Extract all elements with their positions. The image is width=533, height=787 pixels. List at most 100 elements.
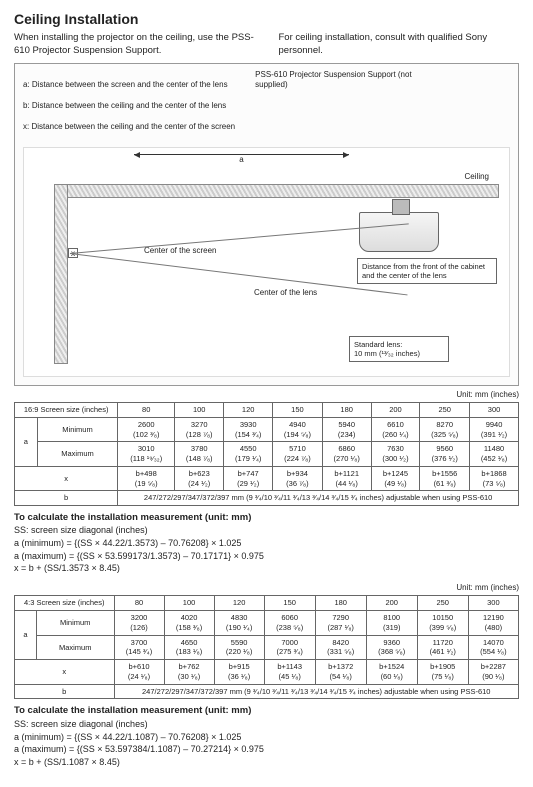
legend-x: x: Distance between the ceiling and the … [23, 122, 235, 132]
table-43: 4:3 Screen size (inches) 80 100 120 150 … [14, 595, 519, 699]
lens-center-label: Center of the lens [254, 288, 317, 298]
t169-row-label: Minimum [37, 417, 118, 442]
t169-cell: b+1121 (44 ¹⁄₈) [322, 466, 371, 491]
t43-cell: 4650 (183 ¹⁄₈) [164, 635, 214, 660]
t43-size: 300 [468, 596, 518, 611]
t169-cell: 4940 (194 ⁵⁄₈) [273, 417, 323, 442]
t169-cell: b+934 (36 ⁷⁄₈) [273, 466, 323, 491]
t169-cell: b+498 (19 ⁵⁄₈) [118, 466, 175, 491]
t169-brow: 247/272/297/347/372/397 mm (9 ³⁄₄/10 ³⁄₄… [118, 491, 519, 506]
t169-cell: 3930 (154 ³⁄₄) [224, 417, 273, 442]
t43-b-group: b [15, 684, 115, 699]
t43-size: 180 [315, 596, 366, 611]
t43-cell: 11720 (461 ¹⁄₂) [417, 635, 468, 660]
legend-b: b: Distance between the ceiling and the … [23, 101, 235, 111]
t169-size: 100 [175, 403, 224, 418]
unit-label-2: Unit: mm (inches) [14, 583, 519, 593]
t43-brow: 247/272/297/347/372/397 mm (9 ³⁄₄/10 ³⁄₄… [114, 684, 519, 699]
t43-size: 250 [417, 596, 468, 611]
projector-icon [359, 212, 439, 252]
t169-b-group: b [15, 491, 118, 506]
page-title: Ceiling Installation [14, 10, 519, 28]
t169-cell: 8270 (325 ⁵⁄₈) [420, 417, 470, 442]
calc1-line: x = b + (SS/1.3573 × 8.45) [14, 563, 519, 575]
t169-cell: 5940 (234) [322, 417, 371, 442]
wall-bar [54, 184, 68, 364]
t169-cell: 2600 (102 ³⁄₈) [118, 417, 175, 442]
t43-cell: 4020 (158 ³⁄₈) [164, 611, 214, 636]
t43-cell: b+762 (30 ¹⁄₈) [164, 660, 214, 685]
t43-cell: 4830 (190 ¹⁄₄) [214, 611, 264, 636]
t43-cell: b+915 (36 ¹⁄₈) [214, 660, 264, 685]
t169-row-label: Maximum [37, 442, 118, 467]
t43-cell: b+2287 (90 ¹⁄₈) [468, 660, 518, 685]
t43-size: 80 [114, 596, 164, 611]
t169-cell: b+1556 (61 ³⁄₈) [420, 466, 470, 491]
t169-cell: 3270 (128 ⁷⁄₈) [175, 417, 224, 442]
t43-cell: 12190 (480) [468, 611, 518, 636]
t169-size: 300 [470, 403, 519, 418]
intro-right: For ceiling installation, consult with q… [279, 32, 520, 57]
legend-support: PSS-610 Projector Suspension Support (no… [255, 70, 415, 143]
calc1-line: SS: screen size diagonal (inches) [14, 525, 519, 537]
t169-cell: 3010 (118 ¹⁹⁄₃₂) [118, 442, 175, 467]
t169-x-group: x [15, 466, 118, 491]
t43-cell: 9360 (368 ⁵⁄₈) [366, 635, 417, 660]
unit-label-1: Unit: mm (inches) [14, 390, 519, 400]
t43-x-group: x [15, 660, 115, 685]
t43-cell: 3200 (126) [114, 611, 164, 636]
t43-cell: b+1905 (75 ¹⁄₈) [417, 660, 468, 685]
ray-line [70, 223, 409, 254]
legend-a: a: Distance between the screen and the c… [23, 80, 235, 90]
t169-head: 16:9 Screen size (inches) [15, 403, 118, 418]
t169-size: 120 [224, 403, 273, 418]
t169-cell: 6860 (270 ¹⁄₈) [322, 442, 371, 467]
t169-cell: b+623 (24 ¹⁄₂) [175, 466, 224, 491]
t169-a-group: a [15, 417, 38, 466]
t169-cell: 4550 (179 ¹⁄₄) [224, 442, 273, 467]
t169-cell: 9940 (391 ¹⁄₂) [470, 417, 519, 442]
t169-size: 200 [371, 403, 420, 418]
t169-cell: 5710 (224 ⁷⁄₈) [273, 442, 323, 467]
t169-cell: 11480 (452 ¹⁄₈) [470, 442, 519, 467]
t43-row-label: Maximum [36, 635, 114, 660]
t43-cell: 14070 (554 ¹⁄₈) [468, 635, 518, 660]
dim-a-label: a [134, 154, 349, 166]
t43-size: 100 [164, 596, 214, 611]
t43-cell: 7290 (287 ¹⁄₈) [315, 611, 366, 636]
t43-head: 4:3 Screen size (inches) [15, 596, 115, 611]
t169-cell: b+1868 (73 ⁵⁄₈) [470, 466, 519, 491]
calc1-title: To calculate the installation measuremen… [14, 512, 251, 523]
screen-center-label: Center of the screen [144, 246, 216, 256]
t43-cell: 6060 (238 ⁵⁄₈) [264, 611, 315, 636]
t43-cell: 3700 (145 ³⁄₄) [114, 635, 164, 660]
t169-size: 80 [118, 403, 175, 418]
diagram-panel: a: Distance between the screen and the c… [14, 63, 519, 386]
t43-row-label: Minimum [36, 611, 114, 636]
t43-size: 150 [264, 596, 315, 611]
t43-cell: 5590 (220 ¹⁄₈) [214, 635, 264, 660]
t169-cell: 9560 (376 ¹⁄₂) [420, 442, 470, 467]
t43-cell: 8420 (331 ⁵⁄₈) [315, 635, 366, 660]
t43-cell: b+1524 (60 ¹⁄₈) [366, 660, 417, 685]
calc2-title: To calculate the installation measuremen… [14, 705, 251, 716]
t169-cell: 6610 (260 ¹⁄₄) [371, 417, 420, 442]
t43-a-group: a [15, 611, 37, 660]
calc2-line: a (maximum) = {(SS × 53.597384/1.1087) –… [14, 744, 519, 756]
calc1-line: a (maximum) = {(SS × 53.599173/1.3573) –… [14, 551, 519, 563]
table-169: 16:9 Screen size (inches) 80 100 120 150… [14, 402, 519, 506]
t43-size: 200 [366, 596, 417, 611]
t43-cell: b+1372 (54 ¹⁄₈) [315, 660, 366, 685]
ceiling-bar [54, 184, 499, 198]
calc2-line: x = b + (SS/1.1087 × 8.45) [14, 757, 519, 769]
calc2-line: SS: screen size diagonal (inches) [14, 719, 519, 731]
ceiling-label: Ceiling [465, 172, 489, 182]
note-distance: Distance from the front of the cabinet a… [357, 258, 497, 284]
t169-size: 150 [273, 403, 323, 418]
t43-cell: b+1143 (45 ¹⁄₈) [264, 660, 315, 685]
note-lens: Standard lens: 10 mm (¹³⁄₃₂ inches) [349, 336, 449, 362]
calc-169: To calculate the installation measuremen… [14, 512, 519, 575]
t43-cell: 8100 (319) [366, 611, 417, 636]
t43-cell: b+610 (24 ¹⁄₈) [114, 660, 164, 685]
intro-left: When installing the projector on the cei… [14, 32, 255, 57]
